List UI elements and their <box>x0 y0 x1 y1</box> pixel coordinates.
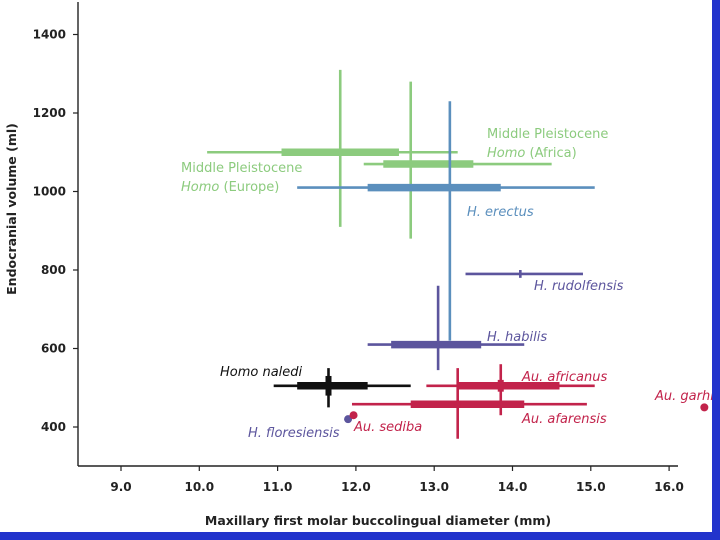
series-afarensis <box>351 368 587 439</box>
label-mp_europe: Middle Pleistocene Homo (Europe) <box>181 161 302 195</box>
series-erectus <box>297 101 595 341</box>
ticks-layer: 9.0 10.0 11.0 12.0 13.0 14.0 15.0 16.0 400 600 800… <box>33 28 684 495</box>
series-rudolfensis <box>465 270 583 278</box>
series-habilis <box>367 285 525 371</box>
x-axis-title: Maxillary first molar buccolingual diame… <box>205 513 551 528</box>
y-tick-label: 400 <box>41 420 66 434</box>
x-tick-label: 13.0 <box>419 480 449 494</box>
y-tick-label: 600 <box>41 342 66 356</box>
x-tick-label: 14.0 <box>498 480 528 494</box>
x-tick-label: 9.0 <box>110 480 131 494</box>
points-layer <box>344 403 709 424</box>
label-garhi: Au. garhi <box>654 389 712 404</box>
y-tick-label: 800 <box>41 263 66 277</box>
x-tick-label: 11.0 <box>263 480 293 494</box>
series-mp_europe <box>207 69 458 227</box>
point-garhi <box>700 403 709 412</box>
y-tick-label: 1400 <box>33 28 66 42</box>
label-afarensis: Au. afarensis <box>521 412 607 427</box>
label-habilis: H. habilis <box>487 330 547 345</box>
label-sediba: Au. sediba <box>353 420 422 435</box>
label-rudolfensis: H. rudolfensis <box>534 279 624 294</box>
label-erectus: H. erectus <box>467 205 534 220</box>
range-chart: 9.0 10.0 11.0 12.0 13.0 14.0 15.0 16.0 400 600 800… <box>4 2 712 528</box>
x-tick-label: 10.0 <box>184 480 214 494</box>
x-tick-label: 16.0 <box>654 480 684 494</box>
label-naledi: Homo naledi <box>220 365 303 380</box>
y-tick-label: 1200 <box>33 106 66 120</box>
label-africanus: Au. africanus <box>521 370 607 385</box>
labels-layer: Middle Pleistocene Homo (Europe) Middle Pl… <box>181 127 712 441</box>
label-floresiensis: H. floresiensis <box>248 426 340 441</box>
series-layer <box>207 69 595 439</box>
x-tick-label: 12.0 <box>341 480 371 494</box>
chart-frame: 9.0 10.0 11.0 12.0 13.0 14.0 15.0 16.0 400 600 800… <box>0 0 712 532</box>
series-naledi <box>273 368 411 408</box>
x-tick-label: 15.0 <box>576 480 606 494</box>
y-axis-title: Endocranial volume (ml) <box>4 123 19 295</box>
y-tick-label: 1000 <box>33 185 66 199</box>
series-mp_africa <box>363 81 552 239</box>
point-sediba <box>349 411 358 420</box>
label-mp_africa: Middle Pleistocene Homo (Africa) <box>487 127 608 161</box>
